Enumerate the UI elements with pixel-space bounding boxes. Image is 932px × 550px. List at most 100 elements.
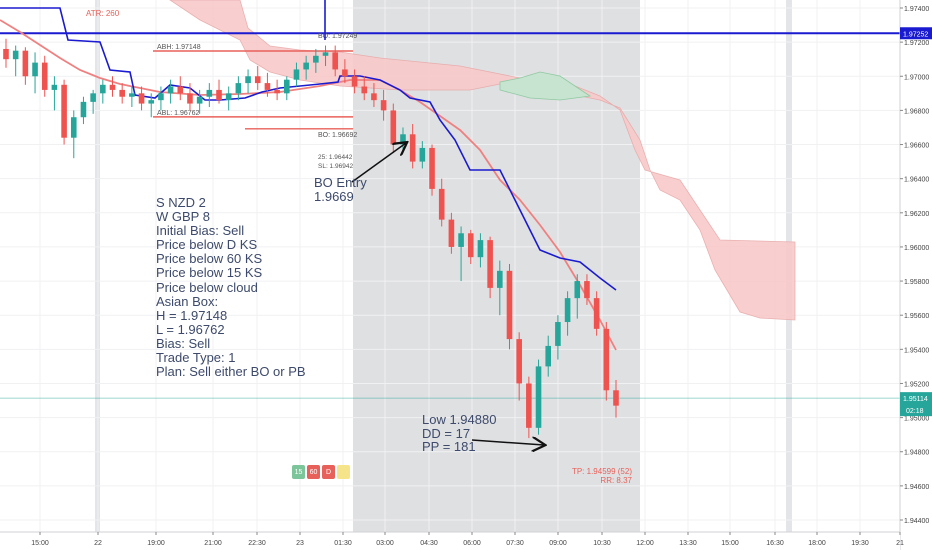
- x-tick-label: 19:00: [147, 540, 165, 547]
- candle-body: [516, 339, 522, 384]
- x-tick-label: 18:00: [808, 540, 826, 547]
- candle-body: [506, 270, 513, 340]
- note-line: H = 1.97148: [156, 307, 228, 323]
- candle-body: [167, 86, 174, 94]
- candle-body: [61, 84, 67, 138]
- candle-body: [158, 93, 164, 101]
- candle-body: [90, 93, 96, 102]
- note-line: Trade Type: 1: [156, 350, 236, 366]
- candle-body: [119, 89, 125, 97]
- y-tick-label: 1.94600: [904, 484, 929, 491]
- candle-body: [12, 50, 19, 60]
- candle-body: [129, 93, 135, 97]
- y-tick-label: 1.95800: [904, 279, 929, 286]
- candle-body: [80, 101, 87, 118]
- candle-body: [613, 390, 619, 406]
- price-axis: [900, 0, 932, 550]
- candle-body: [593, 298, 600, 329]
- candle-body: [109, 84, 116, 90]
- candle-body: [51, 84, 58, 90]
- candle-body: [22, 50, 29, 77]
- bias-badge: 60: [307, 465, 320, 479]
- x-tick-label: 15:00: [31, 540, 49, 547]
- x-tick-label: 16:30: [766, 540, 784, 547]
- candle-body: [225, 93, 232, 101]
- time-axis: [0, 532, 900, 550]
- bias-badge: 15: [292, 465, 305, 479]
- bo-entry-title: BO Entry: [314, 175, 367, 190]
- x-tick-label: 23: [296, 540, 304, 547]
- candle-body: [555, 322, 561, 346]
- candle-body: [400, 134, 406, 145]
- bias-badges: 15 60 D: [292, 465, 350, 479]
- candle-body: [390, 110, 397, 145]
- candle-body: [419, 147, 426, 162]
- note-line: W GBP 8: [156, 209, 210, 225]
- current-price-tag-text: 1.95114: [903, 396, 928, 403]
- candle-body: [526, 383, 532, 428]
- x-tick-label: 22: [94, 540, 102, 547]
- x-tick-label: 09:00: [549, 540, 567, 547]
- note-line: Price below 60 KS: [156, 251, 263, 267]
- candle-body: [361, 86, 368, 94]
- candle-body: [206, 89, 213, 97]
- take-profit-annotation: TP: 1.94599 (52) RR: 8.37: [560, 467, 632, 485]
- x-tick-label: 07:30: [506, 540, 524, 547]
- tp-text: TP: 1.94599 (52): [571, 467, 632, 476]
- candle-body: [313, 55, 319, 63]
- bias-badge: [337, 465, 350, 479]
- candle-body: [467, 233, 474, 258]
- candle-body: [41, 62, 48, 90]
- candle-body: [477, 240, 484, 258]
- bo-top-label: BO: 1.97249: [318, 33, 357, 40]
- x-tick-label: 04:30: [420, 540, 438, 547]
- candle-body: [3, 48, 9, 60]
- x-tick-label: 21:00: [204, 540, 222, 547]
- countdown-tag-text: 02:18: [906, 408, 924, 415]
- candle-body: [380, 100, 387, 111]
- ichimoku-cloud-bearish: [169, 0, 796, 321]
- candle-body: [245, 76, 251, 84]
- candle-body: [138, 93, 145, 104]
- x-tick-label: 10:30: [593, 540, 611, 547]
- candle-body: [148, 100, 155, 104]
- candle-body: [196, 96, 203, 104]
- candle-body: [458, 233, 464, 247]
- candle-body: [584, 281, 590, 299]
- x-tick-label: 13:30: [679, 540, 697, 547]
- candle-body: [574, 281, 581, 299]
- candle-body: [70, 117, 77, 138]
- y-tick-label: 1.96800: [904, 108, 929, 115]
- note-line: Plan: Sell either BO or PB: [156, 364, 306, 380]
- candle-body: [535, 366, 542, 428]
- candle-body: [177, 86, 184, 94]
- note-line: Price below D KS: [156, 237, 258, 253]
- candle-body: [216, 89, 222, 101]
- candle-body: [351, 76, 358, 87]
- note-line: Price below 15 KS: [156, 265, 263, 281]
- y-tick-label: 1.96200: [904, 211, 929, 218]
- y-tick-label: 1.95200: [904, 381, 929, 388]
- candle-body: [264, 83, 271, 90]
- ichimoku-cloud-bullish: [499, 71, 592, 101]
- note-line: Price below cloud: [156, 279, 258, 295]
- candle-body: [303, 62, 309, 70]
- profit-points-text: PP = 181: [422, 439, 476, 454]
- key-level-tag: [900, 27, 932, 40]
- y-tick-label: 1.96000: [904, 245, 929, 252]
- candle-body: [235, 83, 242, 94]
- x-tick-label: 06:00: [463, 540, 481, 547]
- x-tick-label: 03:00: [376, 540, 394, 547]
- candle-body: [322, 52, 329, 56]
- note-line: L = 1.96762: [156, 321, 225, 337]
- note-line: Initial Bias: Sell: [156, 223, 245, 239]
- bo-entry-annotation: BO Entry 1.9669: [314, 176, 367, 204]
- atr-label: ATR: 260: [86, 9, 120, 18]
- candle-body: [429, 147, 435, 189]
- candle-body: [100, 84, 106, 94]
- candle-body: [342, 69, 348, 77]
- low-arrow: [471, 440, 544, 445]
- candle-body: [293, 69, 300, 80]
